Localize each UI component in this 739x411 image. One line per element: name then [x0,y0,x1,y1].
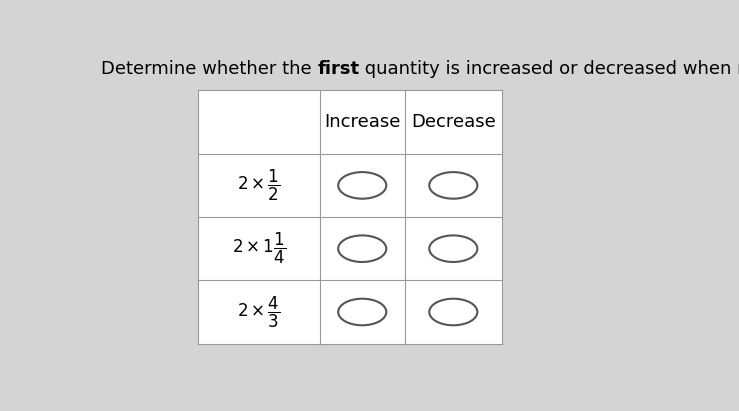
Bar [198,90,502,344]
Text: Determine whether the: Determine whether the [101,60,317,79]
Text: $2 \times \dfrac{4}{3}$: $2 \times \dfrac{4}{3}$ [237,294,281,330]
Text: $2 \times \dfrac{1}{2}$: $2 \times \dfrac{1}{2}$ [237,168,281,203]
Text: quantity is increased or decreased when multiplied.: quantity is increased or decreased when … [359,60,739,79]
Text: Increase: Increase [324,113,401,131]
Text: Decrease: Decrease [411,113,496,131]
Text: first: first [317,60,359,79]
Text: $2 \times 1\dfrac{1}{4}$: $2 \times 1\dfrac{1}{4}$ [232,231,286,266]
